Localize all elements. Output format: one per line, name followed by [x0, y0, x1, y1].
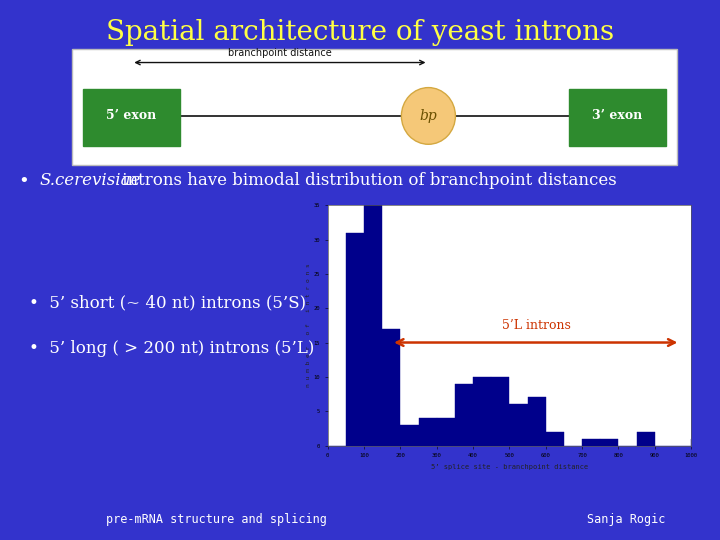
Bar	[510, 404, 528, 445]
Bar	[400, 425, 418, 446]
X-axis label: 5’ splice site - branchpoint distance: 5’ splice site - branchpoint distance	[431, 464, 588, 470]
Bar	[600, 438, 618, 445]
Bar	[636, 432, 655, 445]
Bar	[346, 233, 364, 446]
FancyBboxPatch shape	[569, 89, 666, 146]
Bar	[546, 432, 564, 445]
Bar	[364, 205, 382, 446]
Bar	[436, 418, 455, 446]
Text: bp: bp	[420, 109, 437, 123]
Text: •: •	[18, 172, 29, 190]
Bar	[455, 384, 473, 446]
Bar	[418, 418, 436, 446]
Bar	[382, 329, 400, 446]
Text: pre-mRNA structure and splicing: pre-mRNA structure and splicing	[106, 514, 326, 526]
Text: branchpoint distance: branchpoint distance	[228, 48, 332, 58]
Text: 5’L introns: 5’L introns	[502, 319, 570, 332]
Text: introns have bimodal distribution of branchpoint distances: introns have bimodal distribution of bra…	[117, 172, 617, 190]
Text: •  5’ long ( > 200 nt) introns (5’L): • 5’ long ( > 200 nt) introns (5’L)	[29, 340, 314, 357]
Bar	[473, 377, 491, 445]
Bar	[491, 377, 510, 445]
Y-axis label: n u m b e r   o f   i n t r o n s: n u m b e r o f i n t r o n s	[306, 264, 311, 387]
Bar	[582, 438, 600, 445]
Bar	[691, 438, 709, 445]
Text: 5’ exon: 5’ exon	[107, 110, 156, 123]
Bar	[528, 397, 546, 446]
Text: S.cerevisiae: S.cerevisiae	[40, 172, 141, 190]
FancyBboxPatch shape	[72, 49, 677, 165]
Text: Spatial architecture of yeast introns: Spatial architecture of yeast introns	[106, 19, 614, 46]
Text: 3’ exon: 3’ exon	[593, 110, 642, 123]
FancyBboxPatch shape	[83, 89, 180, 146]
Ellipse shape	[402, 87, 455, 144]
Text: Sanja Rogic: Sanja Rogic	[588, 514, 665, 526]
Text: •  5’ short (~ 40 nt) introns (5’S): • 5’ short (~ 40 nt) introns (5’S)	[29, 294, 306, 311]
